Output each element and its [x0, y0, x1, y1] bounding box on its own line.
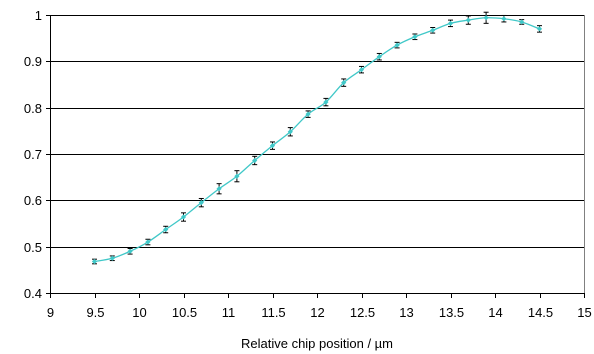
x-tick-label-2: 10 [132, 305, 146, 320]
data-series [91, 11, 543, 265]
x-tick-label-3: 10.5 [172, 305, 197, 320]
x-tick-label-4: 11 [222, 305, 236, 320]
data-point-19 [430, 27, 436, 33]
data-point-1 [109, 255, 115, 261]
x-tick-label-11: 14.5 [528, 305, 553, 320]
x-tick-labels: 9 9.5 10 10.5 11 11.5 12 12.5 13 13.5 14 14.5 15 [47, 305, 592, 320]
data-point-0 [91, 258, 98, 265]
data-point-16 [376, 54, 382, 60]
data-point-22 [483, 15, 489, 21]
data-point-7 [216, 186, 222, 192]
data-point-23 [501, 16, 507, 22]
data-point-17 [394, 42, 400, 48]
y-tick-labels: 0.4 0.5 0.6 0.7 0.8 0.9 1 [24, 8, 42, 301]
data-point-11 [287, 129, 293, 135]
data-point-24 [519, 19, 525, 25]
x-tick-label-1: 9.5 [86, 305, 104, 320]
x-tick-label-8: 13 [399, 305, 413, 320]
data-point-3 [145, 239, 151, 245]
data-point-2 [127, 248, 133, 254]
y-tick-label-6: 1 [35, 8, 42, 23]
data-point-21 [465, 17, 471, 23]
y-tick-label-2: 0.6 [24, 193, 42, 208]
axes [46, 15, 585, 298]
x-tick-label-6: 12 [310, 305, 324, 320]
data-point-4 [163, 226, 169, 233]
data-point-18 [412, 34, 418, 40]
data-point-14 [341, 80, 347, 86]
y-tick-label-0: 0.4 [24, 286, 42, 301]
x-tick-label-9: 13.5 [439, 305, 464, 320]
data-point-13 [323, 99, 329, 105]
data-point-9 [252, 157, 258, 164]
x-tick-label-7: 12.5 [350, 305, 375, 320]
data-point-12 [305, 111, 311, 117]
y-tick-label-3: 0.7 [24, 147, 42, 162]
x-tick-label-0: 9 [47, 305, 54, 320]
x-axis-title: Relative chip position / µm [241, 336, 393, 351]
y-tick-label-5: 0.9 [24, 54, 42, 69]
data-point-8 [234, 173, 240, 179]
x-tick-label-5: 11.5 [261, 305, 285, 320]
data-point-10 [269, 143, 276, 149]
x-tick-label-10: 14 [488, 305, 502, 320]
y-tick-label-1: 0.5 [24, 240, 42, 255]
x-tick-label-12: 15 [577, 305, 591, 320]
data-point-6 [198, 200, 204, 206]
data-point-15 [358, 67, 365, 73]
y-tick-label-4: 0.8 [24, 101, 42, 116]
data-point-25 [536, 26, 543, 32]
data-point-20 [447, 20, 454, 26]
data-point-5 [180, 214, 187, 220]
